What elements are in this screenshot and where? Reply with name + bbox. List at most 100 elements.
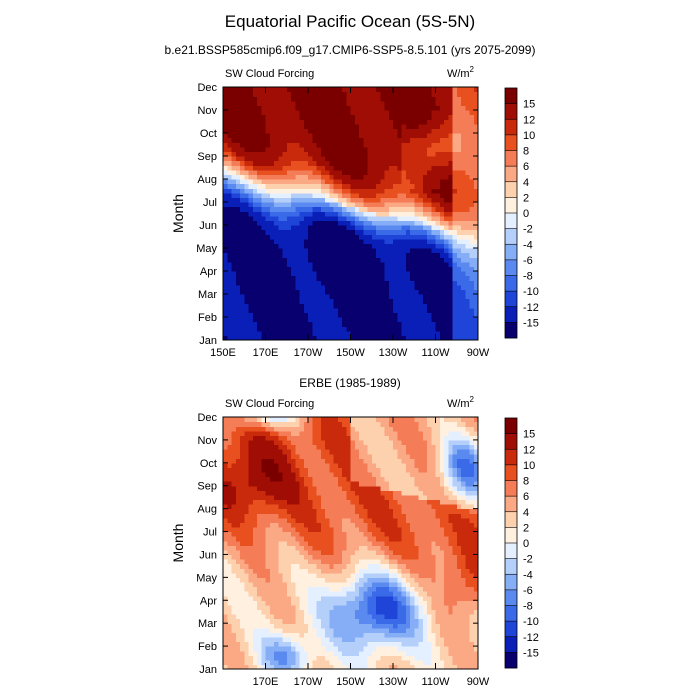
heatmap-cell: [312, 335, 318, 341]
heatmap-cell: [473, 294, 479, 300]
heatmap-cell: [337, 655, 343, 661]
heatmap-cell: [227, 114, 233, 120]
heatmap-cell: [371, 284, 377, 290]
heatmap-cell: [303, 659, 309, 666]
heatmap-cell: [257, 261, 262, 267]
heatmap-cell: [354, 659, 360, 666]
heatmap-cell: [469, 659, 475, 666]
heatmap-cell: [363, 312, 369, 318]
heatmap-cell: [231, 252, 237, 258]
heatmap-cell: [350, 257, 356, 263]
heatmap-cell: [261, 252, 267, 258]
heatmap-cell: [363, 577, 369, 583]
heatmap-cell: [261, 650, 267, 656]
heatmap-cell: [359, 160, 364, 166]
heatmap-cell: [274, 119, 279, 125]
heatmap-cell: [401, 600, 407, 606]
heatmap-cell: [265, 179, 271, 185]
heatmap-cell: [380, 595, 386, 601]
heatmap-cell: [465, 627, 471, 633]
heatmap-cell: [325, 110, 330, 116]
heatmap-cell: [274, 128, 279, 134]
heatmap-cell: [261, 664, 267, 670]
heatmap-cell: [248, 174, 254, 180]
heatmap-cell: [244, 110, 250, 116]
heatmap-cell: [337, 151, 343, 157]
heatmap-cell: [286, 211, 292, 217]
heatmap-cell: [469, 261, 475, 267]
heatmap-cell: [303, 174, 309, 180]
heatmap-cell: [252, 114, 258, 120]
heatmap-cell: [435, 595, 441, 601]
heatmap-cell: [405, 326, 411, 332]
heatmap-cell: [422, 128, 428, 134]
heatmap-cell: [252, 618, 258, 624]
heatmap-cell: [252, 100, 258, 106]
heatmap-cell: [354, 220, 360, 226]
heatmap-cell: [439, 133, 445, 139]
heatmap-cell: [329, 609, 335, 615]
heatmap-cell: [244, 563, 250, 569]
heatmap-cell: [422, 179, 428, 185]
heatmap-cell: [248, 123, 254, 129]
heatmap-cell: [444, 659, 449, 666]
heatmap-cell: [439, 243, 445, 249]
heatmap-cell: [342, 160, 347, 166]
heatmap-cell: [240, 618, 245, 624]
heatmap-cell: [473, 188, 479, 194]
heatmap-cell: [257, 554, 262, 560]
heatmap-cell: [350, 110, 356, 116]
heatmap-cell: [333, 632, 339, 638]
heatmap-cell: [439, 183, 445, 189]
heatmap-cell: [346, 572, 352, 578]
heatmap-cell: [227, 202, 233, 208]
heatmap-cell: [244, 128, 250, 134]
heatmap-cell: [393, 165, 398, 171]
heatmap-cell: [393, 614, 398, 620]
heatmap-cell: [257, 618, 262, 624]
heatmap-cell: [469, 225, 475, 231]
heatmap-cell: [439, 326, 445, 332]
heatmap-cell: [371, 614, 377, 620]
heatmap-cell: [252, 330, 258, 336]
heatmap-cell: [303, 655, 309, 661]
heatmap-cell: [248, 257, 254, 263]
heatmap-cell: [325, 100, 330, 106]
heatmap-cell: [363, 317, 369, 323]
heatmap-cell: [235, 114, 241, 120]
heatmap-cell: [269, 151, 275, 157]
heatmap-cell: [456, 114, 462, 120]
heatmap-cell: [257, 192, 262, 198]
heatmap-cell: [439, 549, 445, 556]
heatmap-cell: [240, 636, 245, 643]
heatmap-cell: [231, 335, 237, 341]
heatmap-cell: [337, 284, 343, 290]
heatmap-cell: [291, 192, 296, 198]
heatmap-cell: [346, 294, 352, 300]
heatmap-cell: [299, 655, 305, 661]
heatmap-cell: [469, 586, 475, 592]
heatmap-cell: [473, 183, 479, 189]
heatmap-cell: [223, 572, 228, 578]
heatmap-cell: [448, 192, 454, 198]
heatmap-cell: [350, 317, 356, 323]
heatmap-cell: [427, 151, 432, 157]
heatmap-cell: [418, 614, 424, 620]
heatmap-cell: [380, 252, 386, 258]
heatmap-cell: [269, 559, 275, 565]
heatmap-cell: [414, 577, 420, 583]
heatmap-cell: [274, 137, 279, 143]
heatmap-cell: [299, 312, 305, 318]
heatmap-cell: [291, 591, 296, 597]
heatmap-cell: [235, 627, 241, 633]
heatmap-cell: [435, 123, 441, 129]
heatmap-cell: [376, 326, 381, 332]
heatmap-cell: [414, 91, 420, 97]
heatmap-cell: [252, 202, 258, 208]
heatmap-cell: [452, 156, 458, 162]
heatmap-cell: [325, 146, 330, 152]
heatmap-cell: [418, 91, 424, 97]
heatmap-cell: [384, 123, 390, 129]
heatmap-cell: [431, 595, 437, 601]
heatmap-cell: [371, 563, 377, 569]
